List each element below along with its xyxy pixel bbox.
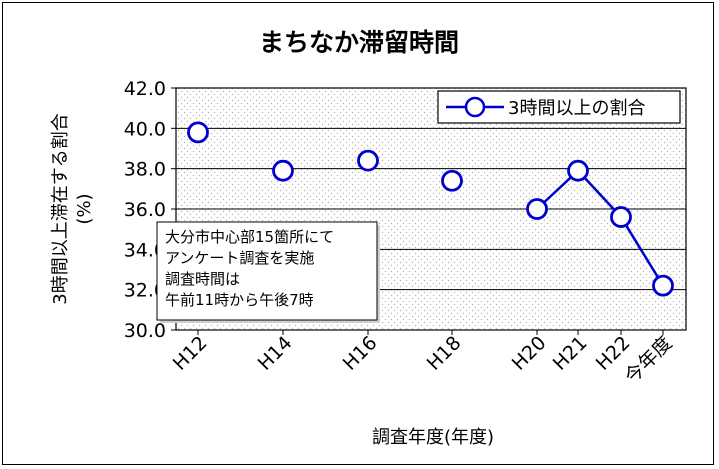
series-points-group (187, 121, 674, 297)
x-tick-label: H20 (508, 332, 551, 375)
y-tick-label: 42.0 (124, 78, 166, 100)
x-tick-label: H16 (339, 332, 382, 375)
legend-label: 3時間以上の割合 (508, 98, 645, 119)
x-tick-label: 今年度 (621, 332, 677, 388)
annotation-box (156, 221, 378, 321)
y-tick-label: 38.0 (124, 159, 166, 181)
x-tick-label: H21 (549, 332, 592, 375)
y-axis-ticks: 30.0 32.0 34.0 36.0 38.0 40.0 42.0 (124, 78, 176, 342)
annotation-note: 大分市中心部15箇所にて アンケート調査を実施 調査時間は 午前11時から午後7… (156, 221, 380, 323)
legend-marker (464, 96, 486, 118)
legend: 3時間以上の割合 (437, 90, 681, 124)
annotation-line-2: アンケート調査を実施 (165, 249, 314, 267)
y-tick-label: 40.0 (124, 118, 166, 140)
data-point (610, 206, 632, 228)
annotation-line-4: 午前11時から午後7時 (165, 291, 314, 309)
series-line (536, 168, 665, 287)
y-tick-label: 34.0 (124, 239, 166, 261)
y-tick-label: 36.0 (124, 199, 166, 221)
data-point (441, 169, 463, 192)
y-axis-label-group: 3時間以上滞在する割合 (%) (50, 113, 95, 304)
data-point (272, 159, 294, 182)
series-line-group (536, 168, 665, 287)
annotation-line-1: 大分市中心部15箇所にて (165, 228, 334, 246)
y-tick-label: 32.0 (124, 280, 166, 302)
x-axis-label: 調査年度(年度) (372, 427, 494, 448)
y-axis-label: 3時間以上滞在する割合 (50, 113, 71, 304)
x-tick-label: H12 (169, 332, 212, 375)
x-tick-label: H18 (423, 332, 466, 375)
data-point (187, 121, 209, 144)
data-point (652, 274, 674, 297)
data-point (526, 198, 548, 220)
data-point (357, 149, 379, 172)
data-point (567, 159, 589, 182)
annotation-line-3: 調査時間は (165, 270, 240, 288)
y-tick-label: 30.0 (124, 320, 166, 342)
x-tick-label: H14 (254, 332, 297, 375)
chart-title: まちなか滞留時間 (259, 28, 459, 57)
y-axis-unit: (%) (74, 193, 95, 224)
